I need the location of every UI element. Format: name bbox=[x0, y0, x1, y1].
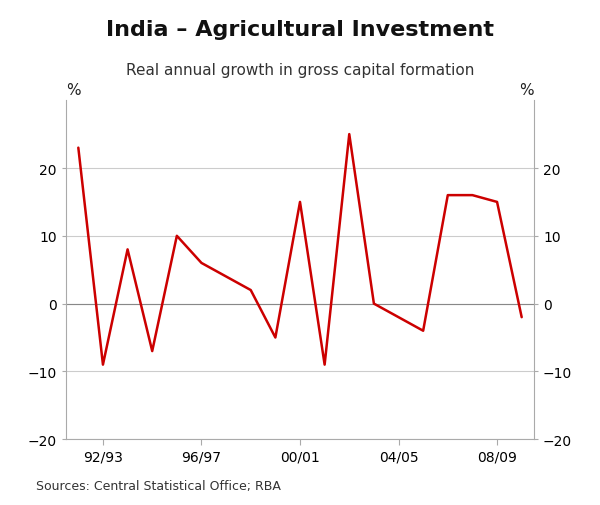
Text: Real annual growth in gross capital formation: Real annual growth in gross capital form… bbox=[126, 63, 474, 78]
Text: India – Agricultural Investment: India – Agricultural Investment bbox=[106, 20, 494, 40]
Text: %: % bbox=[66, 83, 80, 97]
Text: Sources: Central Statistical Office; RBA: Sources: Central Statistical Office; RBA bbox=[36, 479, 281, 492]
Text: %: % bbox=[520, 83, 534, 97]
